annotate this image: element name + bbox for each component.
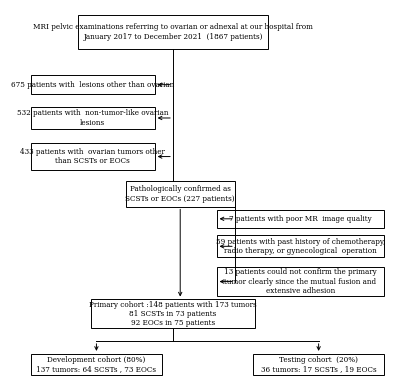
Text: 532 patients with  non-tumor-like ovarian
lesions: 532 patients with non-tumor-like ovarian… — [17, 109, 168, 127]
FancyBboxPatch shape — [217, 267, 384, 296]
FancyBboxPatch shape — [31, 143, 155, 170]
Text: 13 patients could not confirm the primary
tumor clearly since the mutual fusion : 13 patients could not confirm the primar… — [224, 268, 377, 295]
Text: 7 patients with poor MR  image quality: 7 patients with poor MR image quality — [229, 215, 372, 223]
FancyBboxPatch shape — [31, 107, 155, 129]
Text: Primary cohort :148 patients with 173 tumors
81 SCSTs in 73 patients
92 EOCs in : Primary cohort :148 patients with 173 tu… — [89, 301, 257, 327]
FancyBboxPatch shape — [91, 300, 255, 328]
FancyBboxPatch shape — [217, 210, 384, 228]
Text: 675 patients with  lesions other than ovarian: 675 patients with lesions other than ova… — [11, 81, 174, 89]
Text: MRI pelvic examinations referring to ovarian or adnexal at our hospital from
Jan: MRI pelvic examinations referring to ova… — [33, 23, 313, 41]
FancyBboxPatch shape — [253, 354, 384, 375]
FancyBboxPatch shape — [31, 354, 162, 375]
FancyBboxPatch shape — [31, 75, 155, 94]
Text: Development cohort (80%)
137 tumors: 64 SCSTs , 73 EOCs: Development cohort (80%) 137 tumors: 64 … — [36, 356, 156, 373]
Text: Testing cohort  (20%)
36 tumors: 17 SCSTs , 19 EOCs: Testing cohort (20%) 36 tumors: 17 SCSTs… — [261, 356, 376, 373]
FancyBboxPatch shape — [217, 235, 384, 258]
Text: 433 patients with  ovarian tumors other
than SCSTs or EOCs: 433 patients with ovarian tumors other t… — [20, 148, 165, 165]
Text: Pathologically confirmed as
SCSTs or EOCs (227 patients): Pathologically confirmed as SCSTs or EOC… — [125, 185, 235, 203]
FancyBboxPatch shape — [126, 181, 235, 206]
FancyBboxPatch shape — [78, 15, 268, 49]
Text: 59 patients with past history of chemotherapy,
radio therapy, or gynecological  : 59 patients with past history of chemoth… — [216, 238, 385, 255]
